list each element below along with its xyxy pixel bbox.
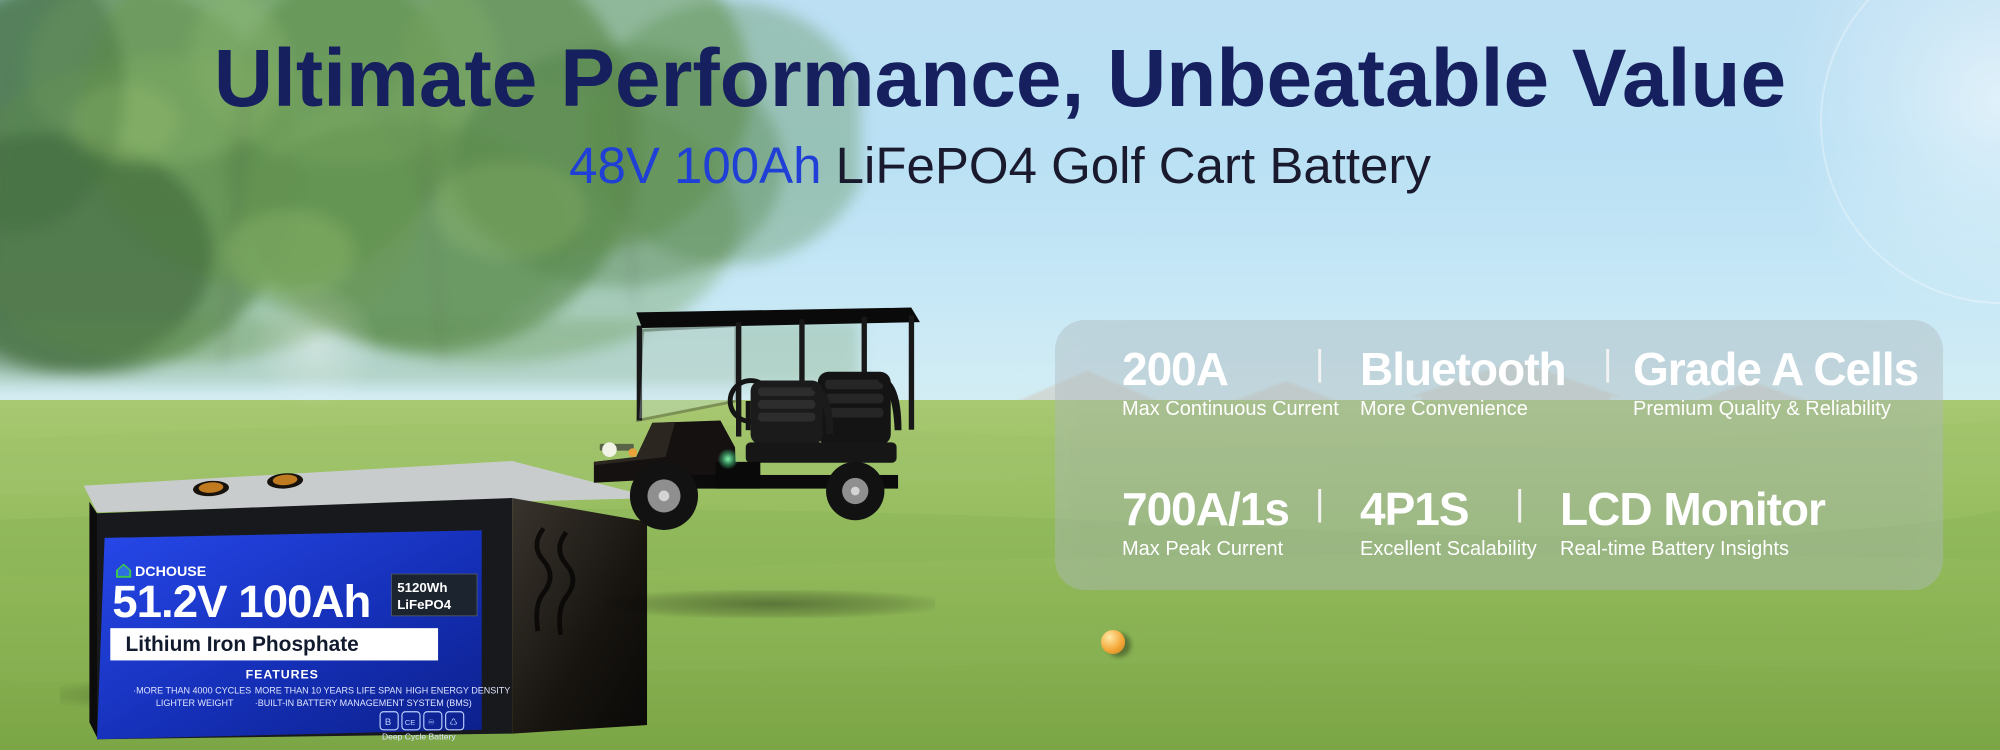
svg-text:·MORE THAN 4000 CYCLES: ·MORE THAN 4000 CYCLES <box>133 686 251 696</box>
svg-text:HIGH ENERGY DENSITY: HIGH ENERGY DENSITY <box>406 686 511 696</box>
svg-text:5120Wh: 5120Wh <box>397 580 447 595</box>
svg-text:♾: ♾ <box>428 718 435 727</box>
svg-text:FEATURES: FEATURES <box>246 668 319 682</box>
svg-text:CE: CE <box>405 718 416 727</box>
svg-text:Lithium Iron Phosphate: Lithium Iron Phosphate <box>126 633 359 656</box>
svg-text:Deep Cycle Battery: Deep Cycle Battery <box>382 731 456 741</box>
svg-text:B: B <box>385 717 391 728</box>
svg-text:MORE THAN 10 YEARS LIFE SPAN: MORE THAN 10 YEARS LIFE SPAN <box>255 686 402 696</box>
svg-text:♺: ♺ <box>449 717 457 727</box>
svg-text:LIGHTER WEIGHT: LIGHTER WEIGHT <box>156 698 234 708</box>
svg-text:51.2V 100Ah: 51.2V 100Ah <box>112 576 370 627</box>
svg-text:LiFePO4: LiFePO4 <box>397 597 452 612</box>
svg-text:·BUILT-IN BATTERY MANAGEMENT S: ·BUILT-IN BATTERY MANAGEMENT SYSTEM (BMS… <box>255 698 472 708</box>
